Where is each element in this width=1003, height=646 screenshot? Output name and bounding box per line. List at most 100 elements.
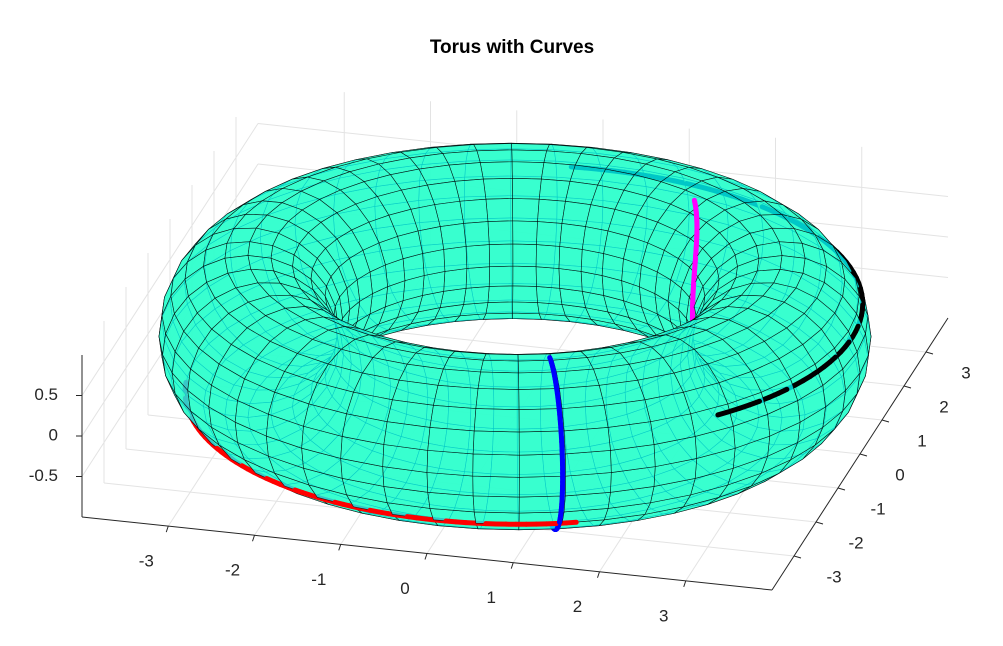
tick-mark xyxy=(252,535,255,542)
surface-face xyxy=(518,475,567,498)
surface-face xyxy=(472,495,520,514)
surface-face xyxy=(475,388,520,411)
surface-face xyxy=(561,404,609,432)
surface-face xyxy=(472,453,520,478)
surface-face xyxy=(512,285,538,303)
tick-mark xyxy=(903,385,912,389)
tick-mark xyxy=(815,521,824,525)
tick-mark xyxy=(597,571,600,578)
y-tick-label: -3 xyxy=(826,567,841,586)
surface-face xyxy=(511,143,550,152)
surface-face xyxy=(512,243,537,268)
tick-mark xyxy=(683,580,687,588)
surface-face xyxy=(512,198,540,222)
x-tick-label: -1 xyxy=(311,570,326,589)
surface xyxy=(158,142,872,533)
surface-face xyxy=(512,220,538,245)
x-tick-label: 2 xyxy=(573,597,582,616)
surface-face xyxy=(247,255,274,272)
surface-face xyxy=(429,404,477,432)
surface-face xyxy=(564,472,612,497)
surface-face xyxy=(459,198,489,224)
grid-line xyxy=(81,123,259,396)
surface-face xyxy=(536,286,563,305)
surface-face xyxy=(558,246,583,272)
surface-face xyxy=(477,371,520,390)
tick-mark xyxy=(510,562,514,569)
tick-mark xyxy=(859,453,868,457)
y-axis xyxy=(771,317,949,591)
surface-face xyxy=(463,221,490,247)
tick-mark xyxy=(793,555,802,559)
surface-face xyxy=(426,472,474,497)
surface-face xyxy=(476,149,513,163)
surface-face xyxy=(472,430,520,456)
x-tick-label: -2 xyxy=(225,561,240,580)
surface-face xyxy=(559,385,605,409)
tick-mark xyxy=(925,351,934,355)
y-tick-label: -1 xyxy=(870,499,885,518)
surface-face xyxy=(563,427,611,455)
surface-face xyxy=(487,285,514,303)
surface-face xyxy=(511,161,545,180)
surface-face xyxy=(511,149,548,163)
surface-face xyxy=(485,198,514,222)
surface-face xyxy=(465,244,490,269)
surface-face xyxy=(559,223,586,250)
tick-mark xyxy=(165,525,169,533)
z-tick-label: -0.5 xyxy=(29,466,58,485)
surface-face xyxy=(512,301,540,315)
surface-face xyxy=(443,268,468,292)
surface-face xyxy=(427,427,475,455)
surface-face xyxy=(433,385,479,409)
y-tick-label: 2 xyxy=(939,397,948,416)
surface-face xyxy=(482,178,513,200)
surface-face xyxy=(479,161,513,180)
surface-face xyxy=(536,221,563,247)
surface-face xyxy=(756,255,783,272)
surface-face xyxy=(564,450,612,477)
surface-face xyxy=(535,266,561,289)
surface-face xyxy=(482,353,519,362)
surface-face xyxy=(454,178,487,202)
tick-mark xyxy=(424,553,428,560)
surface-face xyxy=(537,198,566,224)
surface-face xyxy=(512,312,542,320)
curve-segment xyxy=(715,409,732,418)
surface-face xyxy=(535,244,561,269)
surface-face xyxy=(518,430,566,456)
surface-face xyxy=(518,453,567,478)
surface-face xyxy=(488,243,514,267)
surface-face xyxy=(472,475,520,498)
x-tick-label: 1 xyxy=(487,588,496,607)
surface-face xyxy=(487,220,514,245)
surface-face xyxy=(480,359,519,374)
surface-face xyxy=(443,246,468,272)
x-tick-label: 3 xyxy=(659,606,668,625)
z-tick-label: 0 xyxy=(49,425,58,444)
surface-face xyxy=(465,266,490,289)
y-tick-label: -2 xyxy=(848,533,863,552)
x-tick-label: -3 xyxy=(139,552,154,571)
surface-face xyxy=(512,178,542,200)
tick-mark xyxy=(837,487,846,491)
surface-face xyxy=(426,450,474,477)
surface-face xyxy=(482,312,513,320)
surface-face xyxy=(580,249,604,276)
surface-face xyxy=(473,143,513,152)
surface-face xyxy=(485,301,514,315)
surface-face xyxy=(558,268,583,292)
surface-face xyxy=(541,162,576,182)
surface-face xyxy=(448,162,484,182)
z-tick-label: 0.5 xyxy=(34,385,58,404)
x-axis xyxy=(81,516,773,591)
surface-face xyxy=(518,495,566,514)
surface-face xyxy=(538,178,571,202)
surface-face xyxy=(512,265,537,287)
chart-title: Torus with Curves xyxy=(430,37,594,58)
x-tick-label: 0 xyxy=(400,579,409,598)
surface-face xyxy=(422,249,446,276)
y-tick-label: 3 xyxy=(961,363,970,382)
